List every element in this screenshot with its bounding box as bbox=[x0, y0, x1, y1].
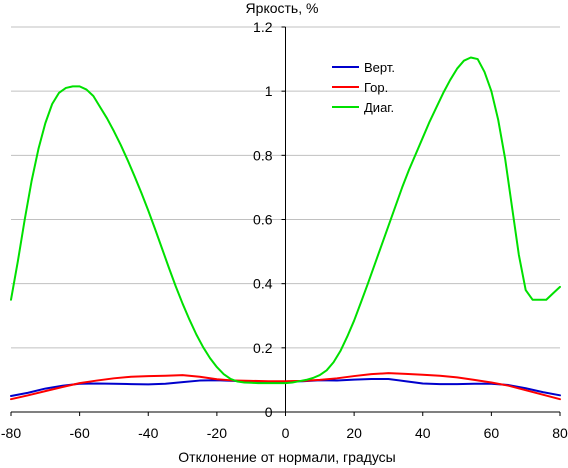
x-axis-label: Отклонение от нормали, градусы bbox=[178, 449, 395, 465]
tick-labels: -80 -60 -40 -20 0 20 40 60 80 0 0.2 0.4 0.6 0.8 1 1.2 bbox=[1, 19, 568, 441]
x-tick-label-2: -40 bbox=[138, 425, 158, 441]
x-tick-label-0: -80 bbox=[1, 425, 21, 441]
series-lines bbox=[10, 56, 561, 401]
y-tick-label-1: 0.2 bbox=[253, 340, 273, 356]
legend: Верт. Гор. Диаг. bbox=[332, 60, 395, 115]
x-tick-label-6: 40 bbox=[415, 425, 431, 441]
legend-label-2: Диаг. bbox=[364, 100, 394, 115]
x-tick-label-5: 20 bbox=[346, 425, 362, 441]
x-tick-label-3: -20 bbox=[207, 425, 227, 441]
x-tick-label-1: -60 bbox=[70, 425, 90, 441]
chart-title: Яркость, % bbox=[246, 0, 319, 16]
y-tick-label-5: 1 bbox=[265, 83, 273, 99]
y-tick-label-6: 1.2 bbox=[253, 19, 273, 35]
series-line-2 bbox=[10, 56, 561, 385]
y-tick-label-3: 0.6 bbox=[253, 212, 273, 228]
legend-label-1: Гор. bbox=[364, 80, 388, 95]
y-tick-label-4: 0.8 bbox=[253, 147, 273, 163]
x-tick-label-8: 80 bbox=[552, 425, 568, 441]
y-tick-label-0: 0 bbox=[265, 404, 273, 420]
x-tick-label-4: 0 bbox=[282, 425, 290, 441]
legend-label-0: Верт. bbox=[364, 60, 395, 75]
y-tick-label-2: 0.4 bbox=[253, 276, 273, 292]
axes bbox=[10, 26, 561, 416]
x-tick-label-7: 60 bbox=[484, 425, 500, 441]
series-line-1 bbox=[10, 372, 561, 401]
